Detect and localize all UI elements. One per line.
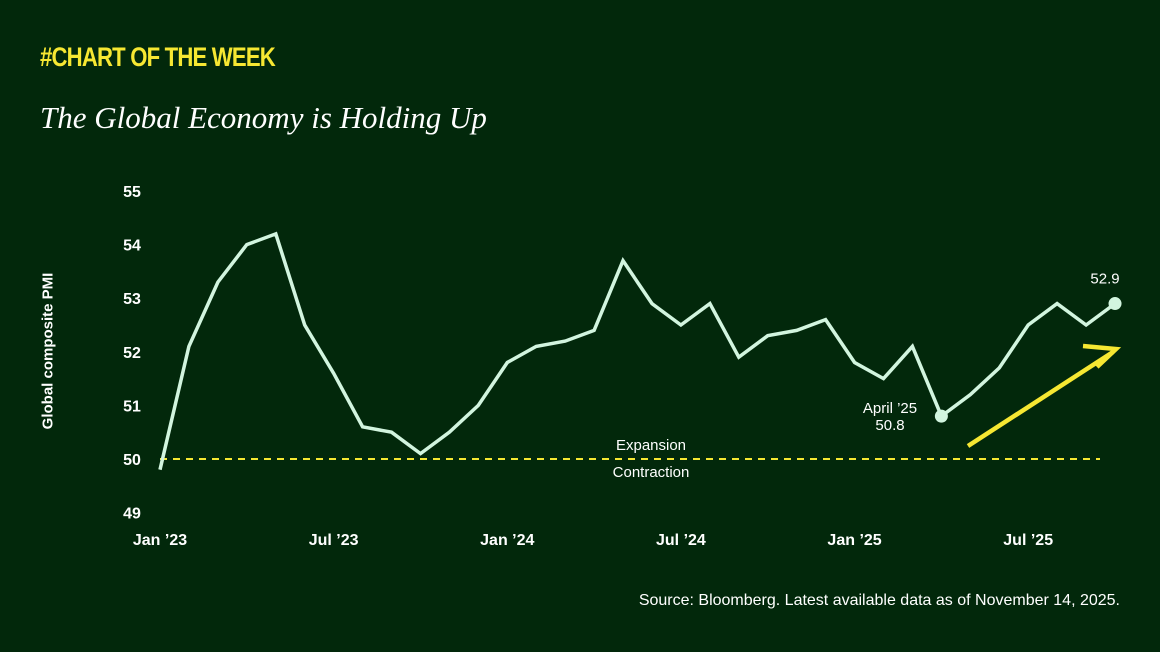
highlight-point bbox=[1108, 297, 1122, 311]
x-tick-label: Jul ’25 bbox=[1003, 532, 1053, 549]
y-tick-label: 52 bbox=[123, 345, 141, 362]
pmi-series-line bbox=[158, 231, 1117, 471]
y-tick-label: 54 bbox=[123, 238, 141, 255]
expansion-label: Expansion bbox=[616, 437, 686, 454]
y-tick-label: 51 bbox=[123, 398, 141, 415]
chart-of-the-week-label: #CHART OF THE WEEK bbox=[40, 42, 276, 72]
y-tick-label: 55 bbox=[123, 184, 141, 201]
trend-arrow-icon bbox=[966, 350, 1115, 448]
y-tick-label: 49 bbox=[123, 506, 141, 523]
source-note: Source: Bloomberg. Latest available data… bbox=[638, 592, 1120, 609]
y-tick-label: 53 bbox=[123, 291, 141, 308]
latest-value-label: 52.9 bbox=[1090, 271, 1119, 288]
annotation-label: April ’25 bbox=[863, 400, 917, 417]
trend-arrow-head-icon bbox=[1082, 343, 1122, 369]
y-tick-label: 50 bbox=[123, 452, 141, 469]
x-tick-label: Jul ’24 bbox=[656, 532, 706, 549]
annotation-value: 50.8 bbox=[875, 417, 904, 434]
highlight-point bbox=[934, 409, 948, 423]
x-tick-label: Jul ’23 bbox=[309, 532, 359, 549]
contraction-label: Contraction bbox=[613, 464, 690, 481]
chart-title: The Global Economy is Holding Up bbox=[40, 100, 487, 135]
x-tick-label: Jan ’24 bbox=[480, 532, 534, 549]
x-tick-label: Jan ’25 bbox=[827, 532, 881, 549]
x-tick-label: Jan ’23 bbox=[133, 532, 187, 549]
